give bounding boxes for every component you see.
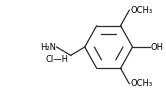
Text: OH: OH: [151, 42, 164, 51]
Text: OCH₃: OCH₃: [130, 6, 152, 15]
Text: H₂N: H₂N: [40, 42, 56, 51]
Text: OCH₃: OCH₃: [130, 79, 152, 88]
Text: Cl—H: Cl—H: [45, 55, 68, 64]
